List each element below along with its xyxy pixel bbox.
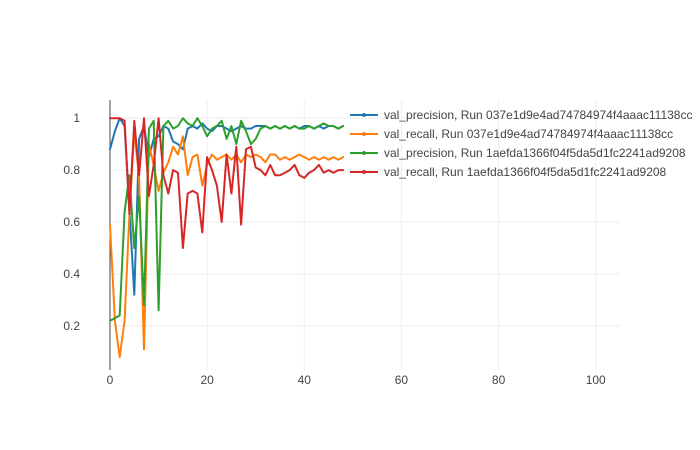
x-tick-label: 40 bbox=[298, 373, 312, 387]
y-tick-label: 1 bbox=[73, 111, 80, 125]
y-tick-label: 0.4 bbox=[63, 267, 80, 281]
legend-label: val_precision, Run 037e1d9e4ad74784974f4… bbox=[384, 108, 692, 122]
x-tick-label: 20 bbox=[200, 373, 214, 387]
y-tick-label: 0.8 bbox=[63, 163, 80, 177]
x-tick-label: 60 bbox=[395, 373, 409, 387]
y-tick-label: 0.6 bbox=[63, 215, 80, 229]
series-lines bbox=[109, 117, 345, 358]
legend-swatch-marker bbox=[362, 132, 366, 136]
legend-item-3[interactable]: val_precision, Run 1aefda1366f04f5da5d1f… bbox=[350, 146, 686, 160]
y-tick-label: 0.2 bbox=[63, 319, 80, 333]
legend-swatch-marker bbox=[362, 170, 366, 174]
legend-item-1[interactable]: val_precision, Run 037e1d9e4ad74784974f4… bbox=[350, 108, 692, 122]
series-line-4 bbox=[109, 117, 345, 249]
legend-item-2[interactable]: val_recall, Run 037e1d9e4ad74784974f4aaa… bbox=[350, 127, 673, 141]
legend-swatch-marker bbox=[362, 113, 366, 117]
x-tick-label: 0 bbox=[107, 373, 114, 387]
x-tick-label: 100 bbox=[586, 373, 606, 387]
legend[interactable]: val_precision, Run 037e1d9e4ad74784974f4… bbox=[350, 108, 692, 179]
legend-label: val_recall, Run 037e1d9e4ad74784974f4aaa… bbox=[384, 127, 673, 141]
grid-lines bbox=[110, 100, 620, 370]
x-tick-label: 80 bbox=[492, 373, 506, 387]
series-line-3 bbox=[109, 117, 345, 322]
legend-item-4[interactable]: val_recall, Run 1aefda1366f04f5da5d1fc22… bbox=[350, 165, 667, 179]
legend-swatch-marker bbox=[362, 151, 366, 155]
legend-label: val_recall, Run 1aefda1366f04f5da5d1fc22… bbox=[384, 165, 667, 179]
legend-label: val_precision, Run 1aefda1366f04f5da5d1f… bbox=[384, 146, 686, 160]
